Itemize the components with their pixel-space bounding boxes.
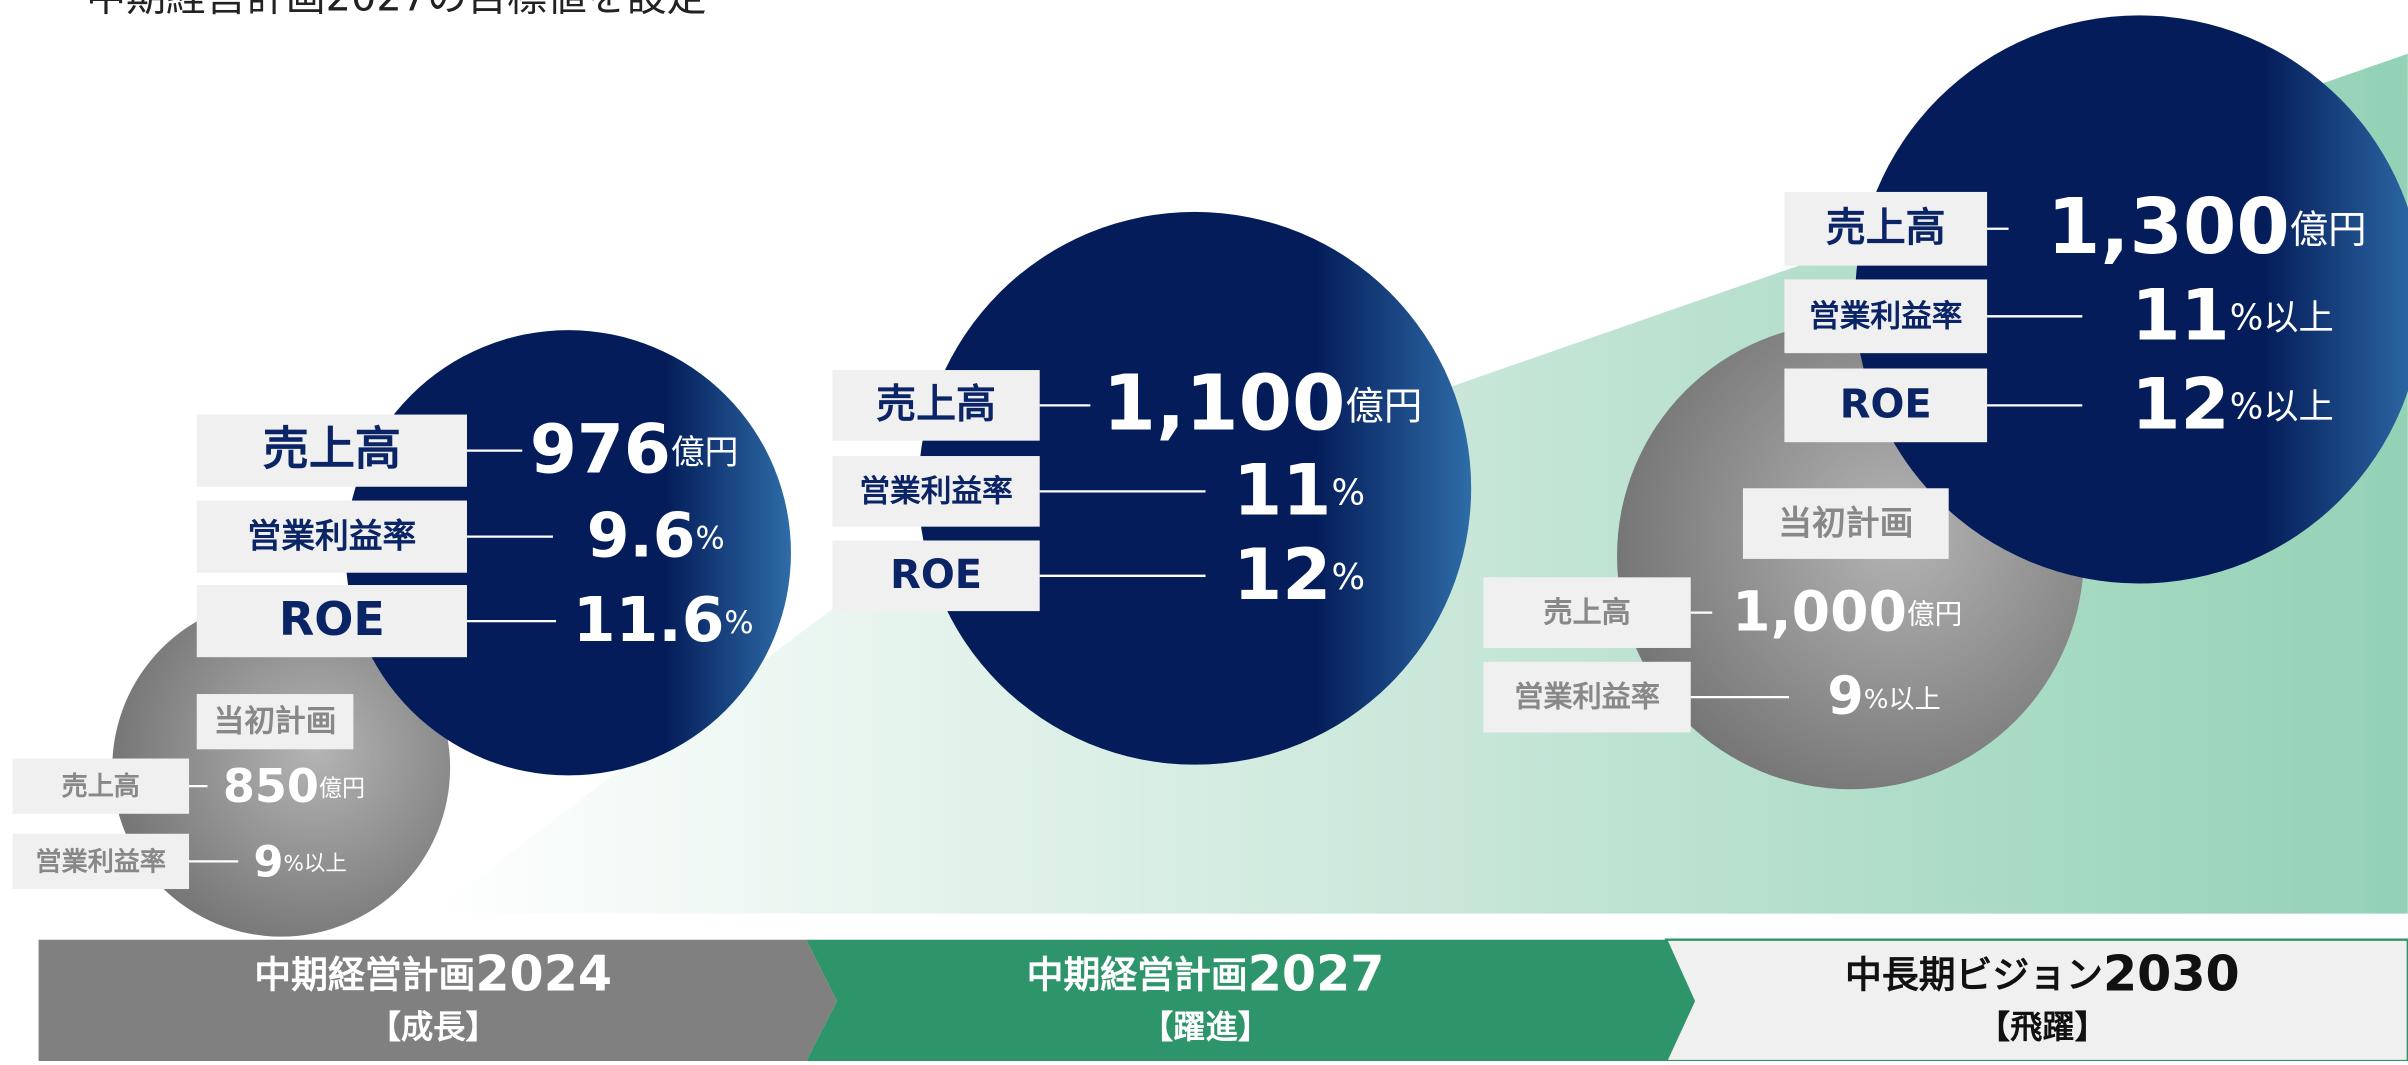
value: 11%以上 (2131, 273, 2333, 356)
phase-title: 中期経営計画2027 (1027, 944, 1385, 1002)
value: 9%以上 (254, 837, 347, 887)
value-unit: %以上 (2230, 297, 2334, 338)
phase-year: 2030 (2103, 944, 2240, 1002)
label: 当初計画 (214, 704, 337, 740)
value-number: 9 (254, 837, 284, 887)
label-box (1742, 488, 1949, 559)
label-box (196, 585, 467, 658)
label: 売上高 (62, 771, 140, 802)
label: 営業利益率 (1809, 299, 1962, 334)
label-box (196, 414, 467, 487)
label-box (1784, 191, 1988, 266)
value-unit: % (1331, 557, 1365, 598)
label-box (196, 500, 467, 573)
value-number: 11 (1233, 448, 1331, 531)
value-number: 1,000 (1732, 581, 1907, 645)
value-unit: 億円 (671, 432, 739, 471)
label: 営業利益率 (1514, 680, 1660, 714)
value-unit: % (724, 606, 753, 641)
value-number: 12 (1233, 532, 1331, 615)
value: 1,000億円 (1732, 581, 1962, 645)
label: ROE (890, 552, 982, 598)
value: 9.6% (587, 501, 725, 572)
value-unit: 億円 (319, 776, 365, 802)
vision-circle (1855, 15, 2408, 584)
label: 売上高 (1543, 595, 1630, 629)
phase-title: 中長期ビジョン2030 (1845, 944, 2240, 1002)
label: 営業利益率 (247, 517, 416, 556)
phase-theme: 【飛躍】 (1978, 1008, 2107, 1046)
value-number: 9.6 (587, 501, 696, 572)
phase-title: 中期経営計画2024 (254, 944, 612, 1002)
label-box (832, 370, 1040, 441)
value-unit: 億円 (2290, 207, 2367, 252)
label-box (1483, 577, 1691, 648)
phase-year: 2024 (475, 944, 612, 1002)
plan-circle (112, 598, 451, 937)
label: 当初計画 (1778, 504, 1913, 543)
value-number: 11 (2131, 273, 2229, 356)
value-unit: %以上 (283, 851, 346, 876)
label-box (1784, 279, 1988, 354)
phase-name: 中期経営計画 (254, 953, 475, 996)
label: ROE (1840, 381, 1932, 427)
value-number: 850 (223, 759, 319, 813)
phase-arrow (38, 939, 838, 1061)
label: 売上高 (263, 422, 401, 476)
value: 1,100億円 (1103, 359, 1423, 448)
value-number: 12 (2131, 362, 2229, 445)
value-unit: 億円 (1345, 384, 1422, 429)
value-unit: %以上 (1864, 685, 1941, 715)
label-box (196, 694, 354, 750)
label-box (1784, 368, 1988, 443)
value: 12% (1233, 532, 1365, 615)
value: 12%以上 (2131, 362, 2333, 445)
phase-name: 中期経営計画 (1027, 953, 1248, 996)
phase-name: 中長期ビジョン (1845, 953, 2103, 996)
value: 11% (1233, 448, 1365, 531)
headline: ・中期経営計画2027の目標値を設定 (46, 0, 706, 20)
label: 営業利益率 (859, 474, 1012, 509)
label-box (1483, 661, 1691, 733)
label-box (12, 758, 190, 814)
value-number: 1,300 (2047, 183, 2290, 272)
value: 9%以上 (1827, 667, 1940, 727)
value: 850億円 (223, 759, 365, 813)
label: ROE (279, 592, 385, 646)
value-unit: 億円 (1907, 598, 1962, 631)
target-circle (918, 211, 1472, 765)
value-unit: %以上 (2230, 386, 2334, 427)
value-number: 1,100 (1103, 359, 1346, 448)
label-box (12, 833, 190, 890)
label-box (832, 540, 1040, 612)
value-number: 976 (530, 409, 671, 488)
phase-arrow (806, 939, 1694, 1061)
value-unit: % (696, 521, 725, 556)
phase-theme: 【躍進】 (1141, 1008, 1270, 1046)
label: 売上高 (1826, 205, 1946, 251)
value-unit: % (1331, 472, 1365, 513)
label: 営業利益率 (36, 846, 166, 877)
value: 1,300億円 (2047, 183, 2367, 272)
value-number: 11.6 (573, 585, 725, 656)
phase-year: 2027 (1248, 944, 1385, 1002)
value-number: 9 (1827, 667, 1863, 727)
value: 11.6% (573, 585, 754, 656)
label-box (832, 456, 1040, 527)
label: 売上高 (876, 381, 996, 427)
phase-theme: 【成長】 (369, 1008, 498, 1046)
value: 976億円 (530, 409, 739, 488)
